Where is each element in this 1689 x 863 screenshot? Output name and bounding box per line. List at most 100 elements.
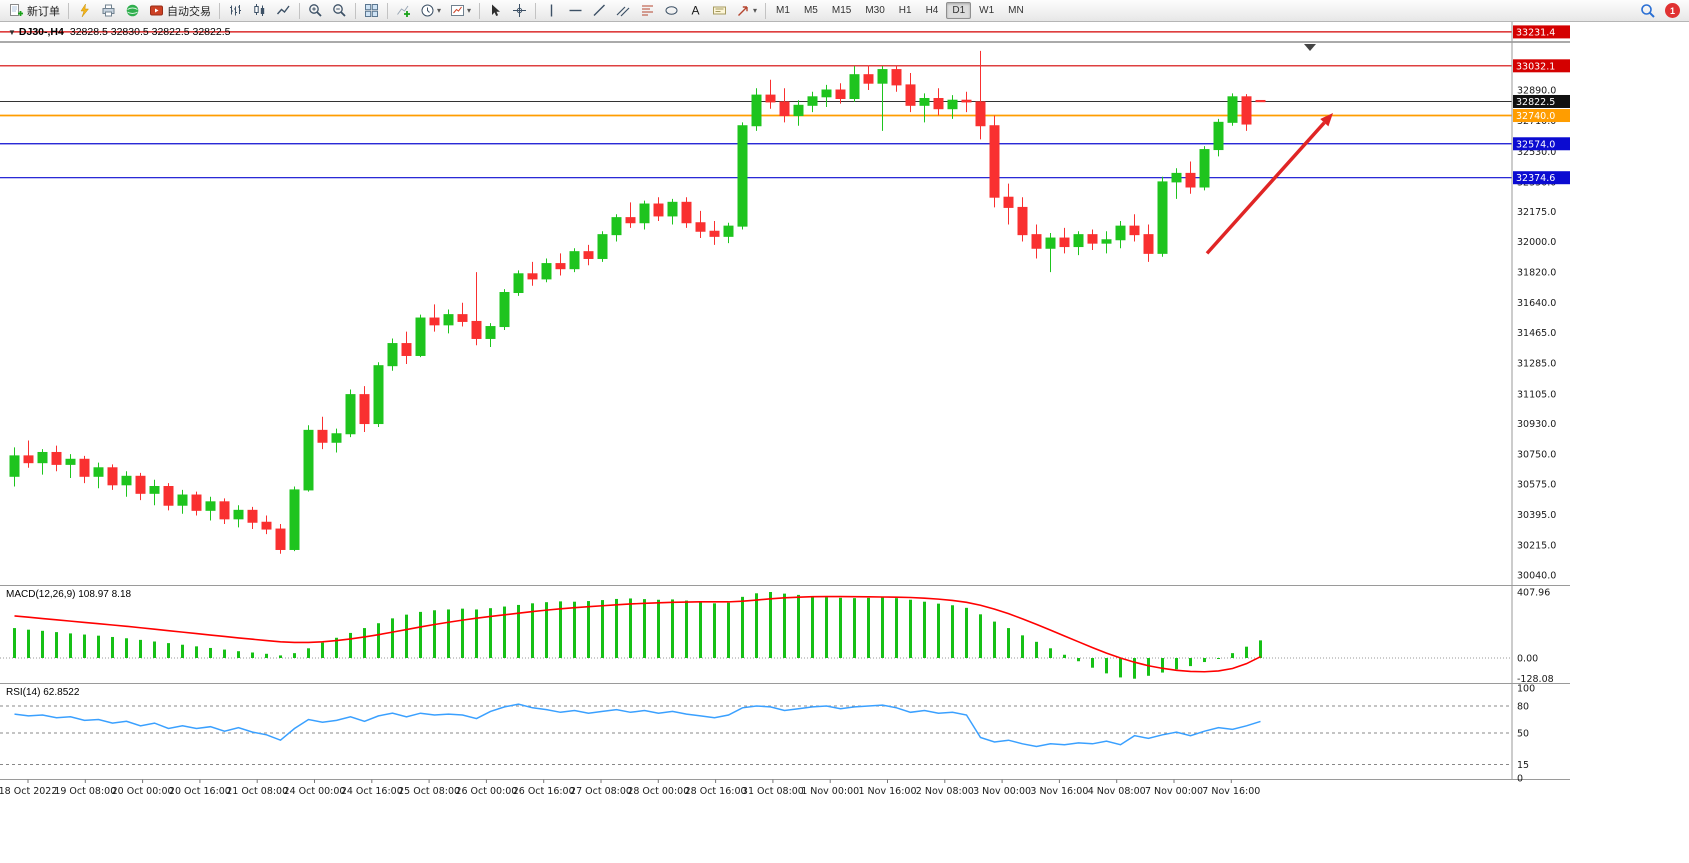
- fibonacci-button[interactable]: [636, 0, 659, 21]
- vertical-line-button[interactable]: [540, 0, 563, 21]
- candle: [1157, 181, 1168, 254]
- candle: [695, 222, 706, 232]
- candle: [653, 203, 664, 217]
- line-chart-button[interactable]: [272, 0, 295, 21]
- svg-text:407.96: 407.96: [1517, 588, 1550, 599]
- community-button[interactable]: [121, 0, 144, 21]
- zoom-in-button[interactable]: [304, 0, 327, 21]
- indicators-button[interactable]: [392, 0, 415, 21]
- svg-text:32175.0: 32175.0: [1517, 207, 1556, 218]
- new-order-button[interactable]: 新订单: [5, 0, 64, 21]
- candle: [1115, 225, 1126, 241]
- toolbar-separator: [535, 2, 537, 19]
- candle: [1045, 237, 1056, 249]
- new-order-icon: [10, 4, 23, 16]
- trendline-button[interactable]: [588, 0, 611, 21]
- candle: [107, 467, 118, 486]
- collapse-icon[interactable]: ▼: [8, 28, 16, 37]
- crosshair-button[interactable]: [508, 0, 531, 21]
- chart-shift-marker[interactable]: [1304, 44, 1316, 51]
- timeframe-w1-button[interactable]: W1: [979, 5, 995, 16]
- svg-text:20 Oct 00:00: 20 Oct 00:00: [112, 786, 174, 797]
- candle: [135, 475, 146, 494]
- chart-window: 32890.032710.032530.032350.032175.032000…: [0, 22, 1689, 863]
- timeframe-h1-button[interactable]: H1: [898, 5, 912, 16]
- notification-badge: 1: [1665, 3, 1680, 18]
- candle: [569, 251, 580, 270]
- candle: [723, 225, 734, 237]
- candle: [415, 317, 426, 356]
- autotrading-label: 自动交易: [167, 5, 211, 18]
- bar-chart-button[interactable]: [224, 0, 247, 21]
- candle: [79, 458, 90, 477]
- timeframe-m15-button[interactable]: M15: [831, 5, 852, 16]
- candle: [1031, 234, 1042, 249]
- candle: [471, 320, 482, 339]
- timeframe-m30-button[interactable]: M30: [865, 5, 885, 16]
- favorites-button[interactable]: [73, 0, 96, 21]
- templates-caret[interactable]: ▾: [467, 6, 472, 15]
- text-label-button[interactable]: [708, 0, 731, 21]
- templates-button[interactable]: ▾: [446, 0, 475, 21]
- candle: [331, 433, 342, 443]
- candlestick-chart-button[interactable]: [248, 0, 271, 21]
- arrows-caret[interactable]: ▾: [753, 6, 758, 15]
- shapes-button[interactable]: [660, 0, 683, 21]
- svg-text:20 Oct 16:00: 20 Oct 16:00: [169, 786, 231, 797]
- candle: [863, 74, 874, 84]
- candle: [765, 94, 776, 103]
- svg-text:32374.6: 32374.6: [1516, 173, 1555, 184]
- svg-text:3 Nov 16:00: 3 Nov 16:00: [1030, 786, 1088, 797]
- cursor-button[interactable]: [484, 0, 507, 21]
- candle: [191, 494, 202, 511]
- tile-windows-icon: [365, 4, 378, 17]
- autotrading-button[interactable]: 自动交易: [145, 0, 215, 21]
- zoom-out-button[interactable]: [328, 0, 351, 21]
- periods-caret[interactable]: ▾: [437, 6, 442, 15]
- svg-text:31640.0: 31640.0: [1517, 298, 1556, 309]
- candle: [821, 89, 832, 98]
- toolbar-separator: [765, 2, 767, 19]
- svg-text:80: 80: [1517, 702, 1529, 713]
- timeframe-mn-button[interactable]: MN: [1008, 5, 1024, 16]
- globe-icon: [126, 4, 139, 17]
- candle: [289, 489, 300, 550]
- trend-arrow[interactable]: [1205, 112, 1333, 255]
- timeframe-group: M1 M5 M15 M30 H1 H4 D1 W1 MN: [770, 2, 1030, 19]
- price-badges: 33231.4 33032.1 32822.5 32740.0 32574.0 32374…: [1513, 25, 1570, 185]
- new-order-label: 新订单: [27, 5, 60, 18]
- timeframe-m5-button[interactable]: M5: [803, 5, 818, 16]
- timeframe-h4-button[interactable]: H4: [925, 5, 939, 16]
- svg-text:25 Oct 08:00: 25 Oct 08:00: [398, 786, 460, 797]
- svg-text:30750.0: 30750.0: [1517, 450, 1556, 461]
- candle: [947, 99, 958, 110]
- notifications-button[interactable]: 1: [1661, 0, 1684, 21]
- svg-text:31465.0: 31465.0: [1517, 328, 1556, 339]
- timeframe-d1-button[interactable]: D1: [946, 2, 972, 19]
- toolbar-separator: [299, 2, 300, 19]
- candle: [317, 429, 328, 443]
- arrows-button[interactable]: ▾: [732, 0, 761, 21]
- candle: [23, 455, 34, 464]
- channel-button[interactable]: [612, 0, 635, 21]
- svg-text:31105.0: 31105.0: [1517, 389, 1556, 400]
- line-chart-icon: [276, 5, 290, 15]
- search-button[interactable]: [1636, 0, 1660, 21]
- svg-text:18 Oct 2022: 18 Oct 2022: [0, 786, 57, 797]
- timeframe-m1-button[interactable]: M1: [776, 5, 790, 16]
- candlestick-series: [9, 50, 1266, 554]
- print-button[interactable]: [97, 0, 120, 21]
- candle: [275, 528, 286, 550]
- tile-windows-button[interactable]: [360, 0, 383, 21]
- chart-area[interactable]: 32890.032710.032530.032350.032175.032000…: [0, 22, 1689, 863]
- svg-text:1 Nov 00:00: 1 Nov 00:00: [801, 786, 859, 797]
- periods-button[interactable]: ▾: [416, 0, 445, 21]
- candle: [513, 273, 524, 294]
- price-badge: [1513, 171, 1570, 185]
- text-button[interactable]: A: [684, 0, 707, 21]
- horizontal-line-button[interactable]: [564, 0, 587, 21]
- candlestick-icon: [254, 4, 265, 16]
- candle: [177, 494, 188, 506]
- candle: [443, 314, 454, 326]
- rsi-label: RSI(14) 62.8522: [6, 687, 80, 698]
